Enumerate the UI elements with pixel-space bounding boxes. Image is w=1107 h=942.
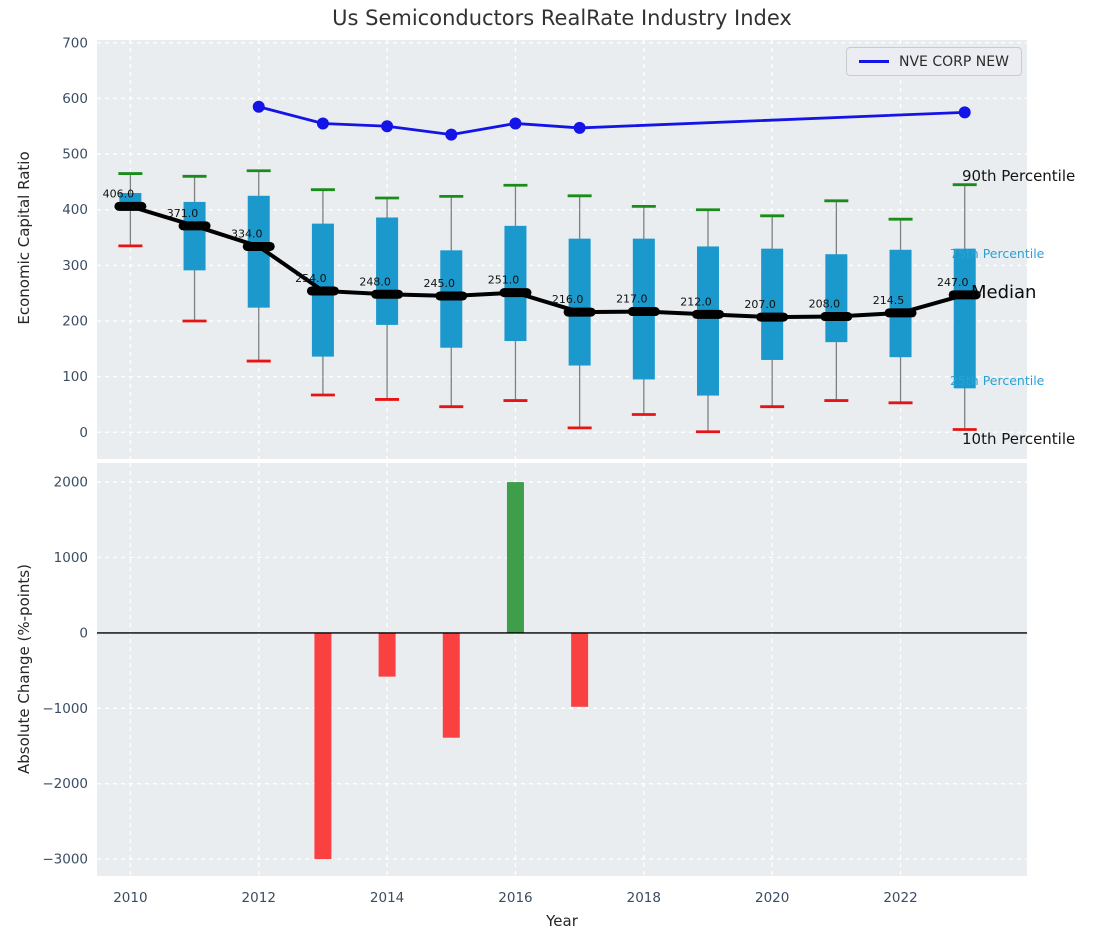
bottom-y-tick-label: 1000 [54, 550, 88, 566]
median-marker [371, 289, 404, 299]
bottom-y-tick-label: −3000 [42, 852, 88, 868]
top-y-tick-label: 0 [79, 425, 88, 441]
median-marker [820, 312, 853, 322]
company-line-point [252, 100, 265, 113]
top-y-tick-label: 700 [62, 35, 88, 51]
median-value-label: 406.0 [103, 187, 135, 200]
median-marker [306, 286, 339, 296]
x-tick-label: 2020 [755, 890, 789, 906]
company-line-point [958, 106, 971, 119]
percentile-box [568, 238, 591, 366]
top-y-tick-label: 100 [62, 369, 88, 385]
top-plot-area [97, 40, 1027, 459]
top-y-tick-label: 600 [62, 91, 88, 107]
median-marker [242, 241, 275, 251]
company-line-point [381, 120, 394, 133]
median-value-label: 212.0 [680, 295, 712, 308]
bottom-y-tick-label: 0 [79, 625, 88, 641]
top-y-tick-label: 200 [62, 314, 88, 330]
median-marker [691, 309, 724, 319]
percentile-box [504, 225, 527, 342]
median-value-label: 217.0 [616, 293, 648, 306]
company-line-point [316, 117, 329, 130]
percentile-box [183, 201, 206, 271]
percentile-box [376, 217, 399, 325]
median-marker [948, 290, 981, 300]
bottom-y-tick-label: −1000 [42, 701, 88, 717]
percentile-box [889, 249, 912, 358]
chart-title: Us Semiconductors RealRate Industry Inde… [332, 6, 792, 30]
x-tick-label: 2012 [242, 890, 276, 906]
median-value-label: 251.0 [488, 274, 520, 287]
bottom-y-tick-label: −2000 [42, 776, 88, 792]
change-bar [571, 632, 589, 707]
median-marker [435, 291, 468, 301]
percentile-box [953, 248, 976, 389]
median-value-label: 207.0 [744, 298, 776, 311]
percentile-box [696, 246, 719, 396]
top-y-tick-label: 500 [62, 147, 88, 163]
change-bar [378, 632, 396, 677]
median-value-label: 216.0 [552, 293, 584, 306]
annotation-90th-percentile: 90th Percentile [962, 167, 1076, 185]
x-tick-label: 2010 [113, 890, 147, 906]
bottom-y-axis-label-text: Absolute Change (%-points) [15, 564, 33, 774]
legend-line-swatch [859, 60, 889, 63]
bottom-plot-area [97, 463, 1027, 876]
percentile-box [761, 248, 784, 360]
median-marker [884, 308, 917, 318]
median-marker [627, 307, 660, 317]
x-tick-label: 2016 [498, 890, 532, 906]
annotation-10th-percentile: 10th Percentile [962, 430, 1076, 448]
median-value-label: 214.5 [873, 294, 905, 307]
median-value-label: 248.0 [359, 275, 391, 288]
change-bar [506, 482, 524, 633]
percentile-box [247, 195, 270, 308]
top-y-tick-label: 300 [62, 258, 88, 274]
median-marker [178, 221, 211, 231]
median-value-label: 247.0 [937, 276, 969, 289]
annotation-median: Median [971, 282, 1037, 303]
x-axis-label: Year [546, 912, 578, 930]
bottom-y-tick-label: 2000 [54, 475, 88, 491]
median-marker [563, 307, 596, 317]
legend: NVE CORP NEW [846, 47, 1022, 76]
median-value-label: 245.0 [424, 277, 456, 290]
median-marker [499, 288, 532, 298]
median-marker [756, 312, 789, 322]
change-bar [314, 632, 332, 860]
top-y-tick-label: 400 [62, 202, 88, 218]
annotation-25th-percentile: 25th Percentile [950, 373, 1045, 388]
company-line-point [509, 117, 522, 130]
company-line-point [445, 128, 458, 141]
change-bar [442, 632, 460, 738]
median-value-label: 254.0 [295, 272, 327, 285]
median-marker [114, 201, 147, 211]
median-value-label: 208.0 [809, 298, 841, 311]
median-value-label: 371.0 [167, 207, 199, 220]
median-value-label: 334.0 [231, 227, 263, 240]
annotation-75th-percentile: 75th Percentile [950, 246, 1045, 261]
legend-label: NVE CORP NEW [899, 53, 1009, 70]
x-tick-label: 2014 [370, 890, 404, 906]
company-line-point [573, 121, 586, 134]
x-tick-label: 2022 [883, 890, 917, 906]
x-tick-label: 2018 [627, 890, 661, 906]
top-y-axis-label-text: Economic Capital Ratio [15, 151, 33, 325]
